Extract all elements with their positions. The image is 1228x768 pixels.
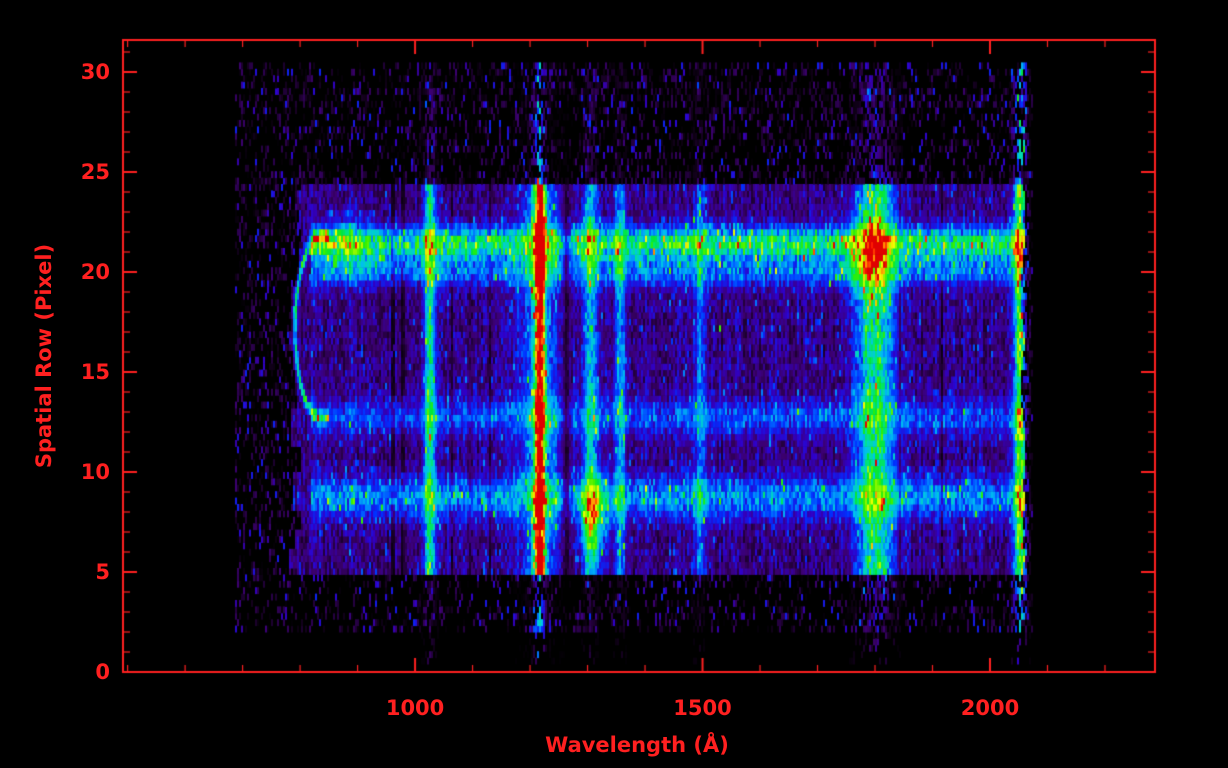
x-axis-label: Wavelength (Å) (545, 733, 729, 757)
y-axis-label: Spatial Row (Pixel) (32, 243, 56, 469)
